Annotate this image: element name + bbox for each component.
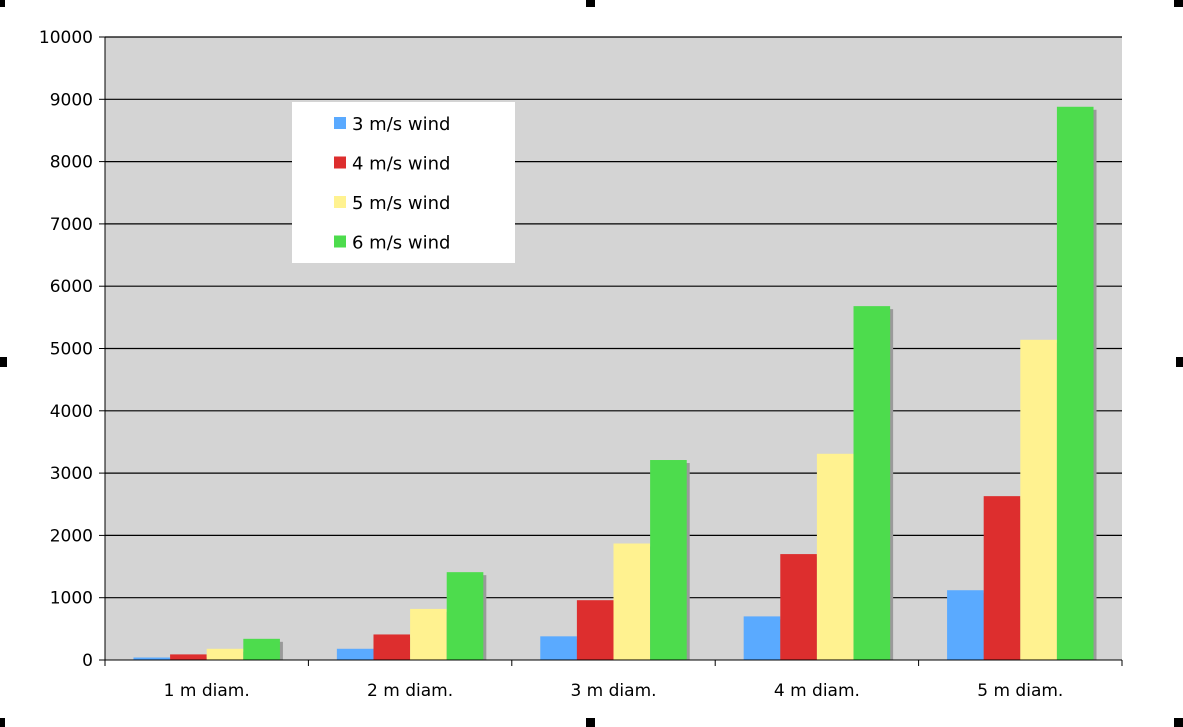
bar: [576, 600, 614, 660]
bar: [947, 590, 984, 660]
legend-label: 3 m/s wind: [352, 114, 450, 135]
y-tick-label: 8000: [50, 153, 93, 173]
x-tick-label: 3 m diam.: [570, 681, 656, 701]
bar: [1056, 106, 1094, 660]
legend-swatch: [334, 117, 346, 129]
bar: [780, 554, 817, 660]
resize-handle[interactable]: [0, 718, 5, 727]
resize-handle[interactable]: [586, 718, 595, 727]
y-tick-label: 1000: [50, 589, 93, 609]
bar: [650, 460, 687, 660]
gridlines: [105, 36, 1122, 599]
legend: 3 m/s wind 4 m/s wind 5 m/s wind 6 m/s wind: [292, 102, 515, 263]
bar: [373, 634, 411, 660]
bars: [133, 106, 1097, 660]
legend-swatch: [334, 235, 346, 248]
x-tick-label: 2 m diam.: [367, 681, 453, 701]
legend-swatch: [334, 196, 346, 208]
legend-label: 4 m/s wind: [352, 154, 450, 175]
bar: [983, 496, 1021, 660]
resize-handle[interactable]: [1174, 718, 1183, 727]
bar: [853, 306, 891, 660]
legend-label: 5 m/s wind: [352, 193, 450, 214]
y-tick-label: 6000: [50, 277, 93, 297]
y-axis-ticks: 0 1000 2000 3000 4000 5000 6000 7000 8000 9000 100…: [39, 28, 105, 671]
x-axis-ticks: 1 m diam. 2 m diam. 3 m diam. 4 m diam. 5 m …: [104, 660, 1123, 701]
legend-box: [292, 102, 515, 263]
bar: [446, 572, 484, 660]
y-tick-label: 2000: [50, 526, 93, 546]
resize-handle[interactable]: [1174, 0, 1183, 7]
bar: [243, 638, 280, 660]
y-tick-label: 10000: [39, 28, 93, 48]
resize-handle[interactable]: [0, 0, 5, 7]
bar: [613, 543, 651, 660]
x-tick-label: 4 m diam.: [774, 681, 860, 701]
y-tick-label: 4000: [50, 402, 93, 422]
bar: [410, 608, 447, 660]
axes: [104, 37, 1122, 661]
y-tick-label: 9000: [50, 90, 93, 110]
bar: [133, 657, 171, 660]
bar: [743, 616, 781, 660]
resize-handle[interactable]: [1176, 357, 1183, 367]
bar: [540, 636, 577, 660]
resize-handle[interactable]: [0, 357, 7, 367]
y-tick-label: 7000: [50, 215, 93, 235]
bar: [170, 654, 207, 660]
bar: [336, 648, 374, 660]
legend-label: 6 m/s wind: [352, 233, 450, 254]
y-tick-label: 3000: [50, 464, 93, 484]
bar: [206, 648, 244, 660]
resize-handle[interactable]: [586, 0, 595, 7]
legend-swatch: [334, 156, 346, 169]
bar: [816, 453, 854, 660]
x-tick-label: 5 m diam.: [977, 681, 1063, 701]
x-tick-label: 1 m diam.: [164, 681, 250, 701]
y-tick-label: 0: [82, 651, 93, 671]
y-tick-label: 5000: [50, 340, 93, 360]
bar: [1020, 339, 1057, 660]
